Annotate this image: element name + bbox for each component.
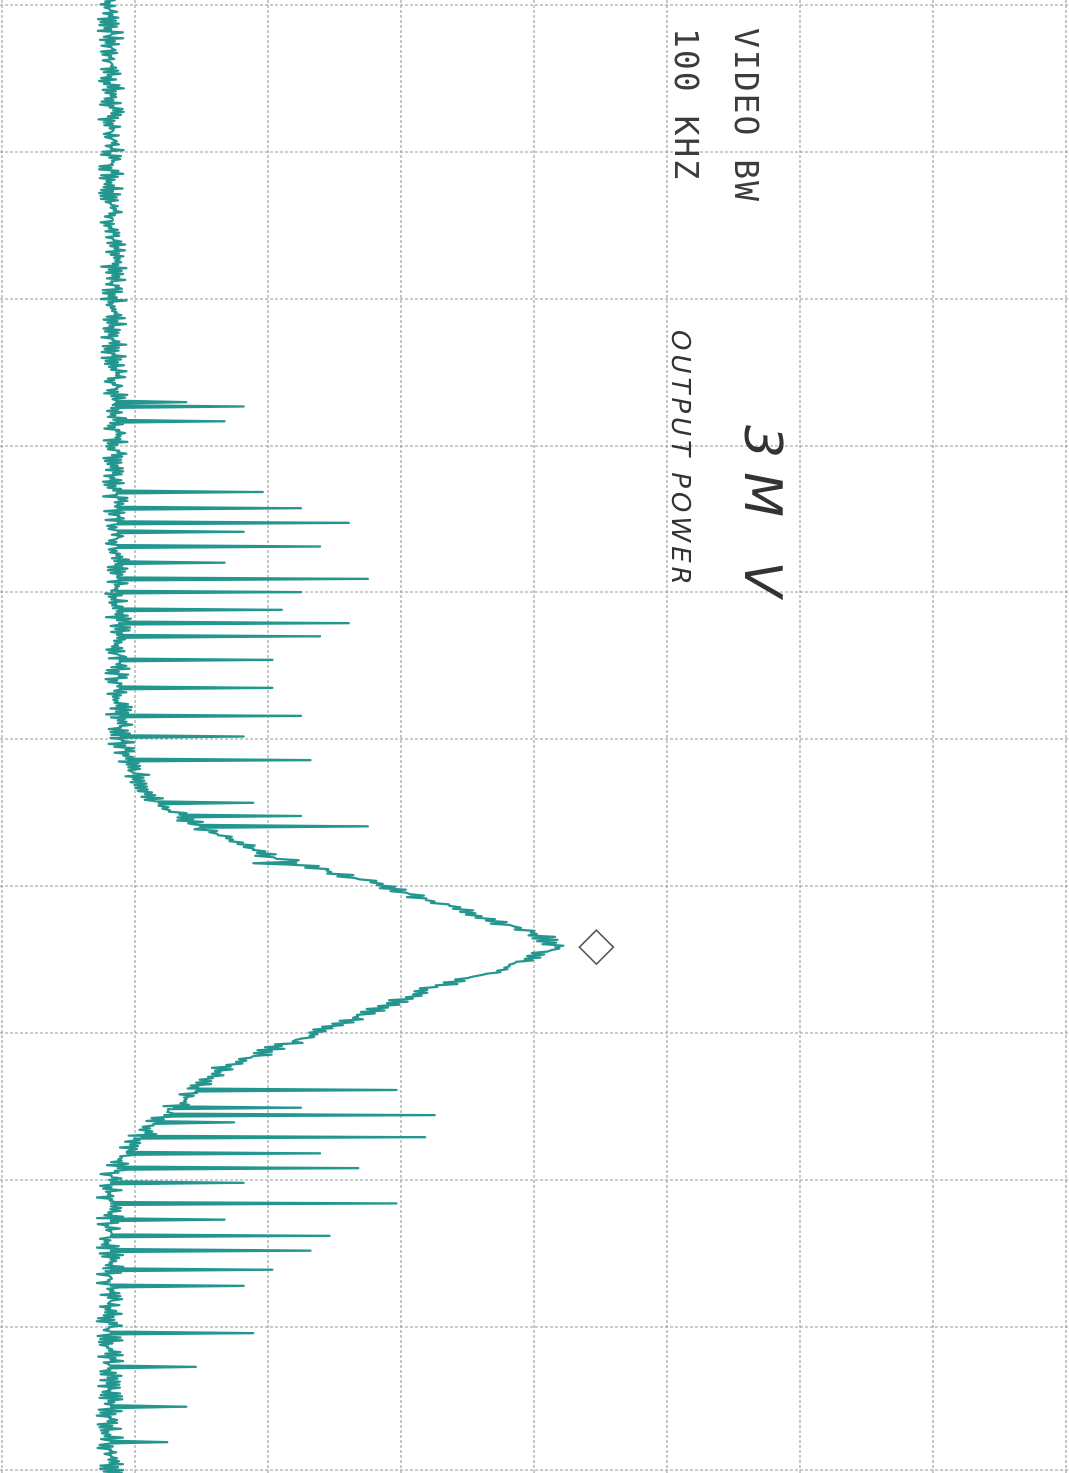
video-bw-value: 100 KHZ [667,28,706,181]
handwritten-subtitle: OUTPUT POWER [665,330,695,589]
handwritten-title: 3M V [732,425,792,611]
video-bw-label: VIDEO BW [727,28,766,203]
signal-trace [95,0,565,1473]
peak-marker [578,929,615,966]
peak-marker-diamond [578,929,615,966]
